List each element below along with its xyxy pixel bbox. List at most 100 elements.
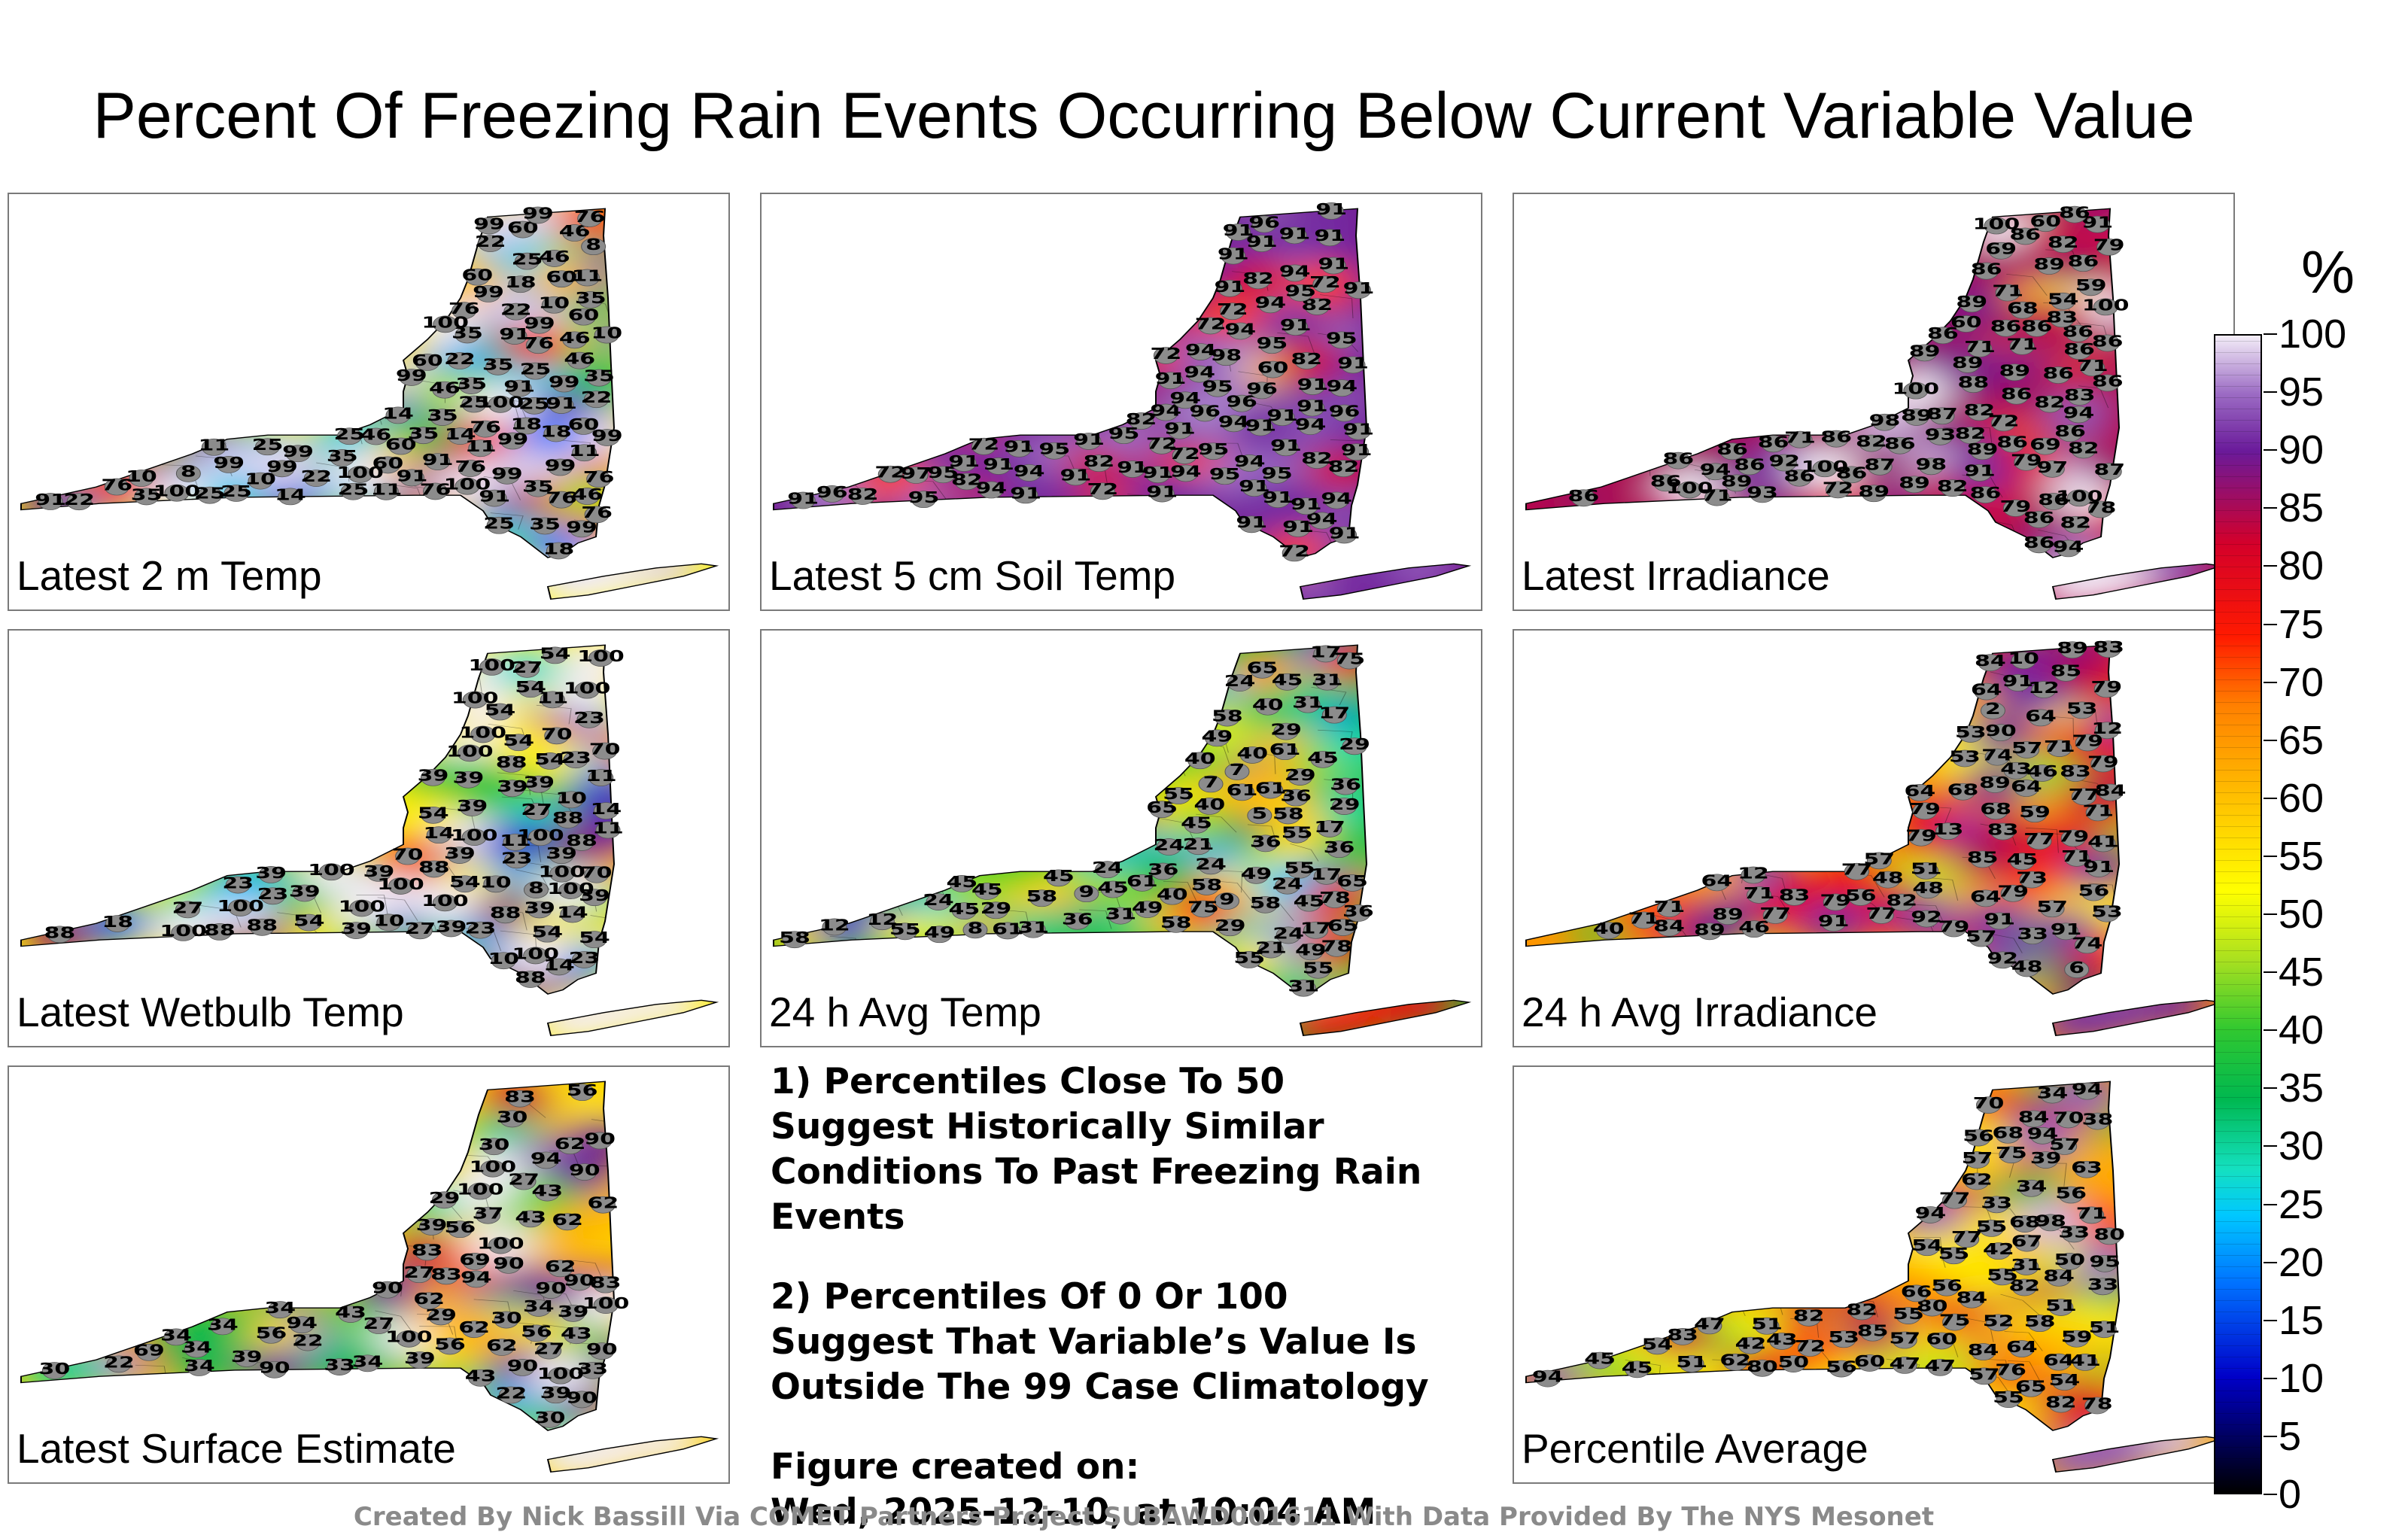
station-value: 96 [1329,403,1361,421]
panel-latest-2m-temp: 35 46 35 35 10 14 10 10 25 35 60 60 18 8 11 10 22 22 11 25 2… [8,193,730,611]
station-marker: 84 [2095,782,2127,801]
station-value: 86 [1996,433,2028,451]
station-marker: 40 [1236,744,1268,764]
station-marker: 82 [1084,453,1115,473]
station-value: 88 [204,921,236,939]
station-value: 99 [545,457,576,475]
station-marker: 94 [1915,1204,1946,1223]
station-marker: 91 [1315,200,1347,220]
station-value: 88 [490,904,521,923]
long-island-outline [1299,563,1472,600]
station-value: 48 [1872,869,1904,887]
station-value: 80 [1747,1357,1778,1375]
station-marker: 12 [867,911,898,931]
station-value: 45 [1097,879,1129,897]
panel-label: Latest Wetbulb Temp [17,989,404,1035]
station-value: 77 [1759,904,1791,923]
station-value: 61 [992,920,1023,938]
station-marker: 61 [1227,782,1257,801]
station-marker: 35 [529,515,561,535]
station-marker: 42 [1983,1241,2014,1260]
station-value: 8 [968,919,984,938]
station-value: 94 [1532,1368,1564,1386]
station-value: 10 [591,324,622,342]
station-marker: 64 [1970,888,2002,907]
station-value: 100 [160,922,207,940]
station-value: 11 [465,438,497,456]
station-marker: 33 [576,1360,608,1379]
station-marker: 100 [538,863,585,883]
station-value: 94 [1234,452,1266,470]
station-marker: 71 [2006,336,2038,355]
station-marker: 45 [1622,1359,1653,1378]
station-marker: 61 [1269,741,1300,761]
station-marker: 39 [579,887,610,907]
station-value: 93 [1925,426,1956,444]
station-value: 91 [1223,221,1254,239]
station-marker: 54 [531,923,563,943]
station-marker: 2 [1980,700,2005,719]
station-marker: 95 [1038,440,1070,460]
station-value: 60 [568,306,600,324]
station-marker: 100 [444,476,491,495]
station-value: 39 [452,769,484,787]
station-value: 39 [540,1385,572,1403]
station-marker: 11 [371,481,402,500]
station-value: 29 [429,1190,461,1208]
station-value: 74 [1981,746,2013,764]
station-marker: 89 [1712,906,1744,926]
station-marker: 54 [579,929,610,949]
station-marker: 99 [473,283,504,302]
station-marker: 86 [2038,491,2069,510]
station-value: 79 [1820,892,1851,910]
station-value: 91 [1984,910,2015,929]
station-value: 62 [555,1135,586,1154]
station-value: 90 [566,1389,597,1407]
station-value: 91 [1236,514,1267,532]
station-value: 95 [1038,440,1070,458]
station-marker: 56 [255,1324,287,1344]
station-marker: 35 [408,425,439,445]
station-marker: 70 [581,864,613,883]
station-marker: 82 [2048,234,2079,254]
station-value: 91 [1337,354,1369,372]
station-value: 71 [1628,910,1660,928]
colorbar-tick [2264,681,2277,683]
station-marker: 91 [397,467,427,487]
station-value: 14 [275,486,306,504]
station-marker: 55 [1163,785,1194,804]
station-value: 12 [2091,720,2123,738]
station-value: 83 [2093,639,2124,657]
station-value: 48 [1912,880,1944,898]
station-value: 78 [1321,938,1352,956]
station-marker: 70 [541,725,573,745]
station-marker: 56 [434,1336,466,1355]
station-value: 86 [1734,456,1765,474]
station-marker: 9 [1215,890,1240,910]
station-marker: 69 [2029,436,2061,455]
station-value: 25 [334,426,366,444]
station-marker: 100 [577,648,625,667]
station-marker: 8 [175,463,201,482]
station-value: 82 [1084,453,1115,471]
station-value: 27 [363,1315,394,1333]
station-value: 69 [459,1251,491,1269]
station-marker: 88 [552,809,583,828]
station-marker: 91 [1297,376,1328,395]
station-marker: 87 [1926,406,1958,425]
station-marker: 96 [1189,403,1221,422]
station-marker: 92 [1768,452,1800,472]
station-marker: 12 [1738,865,1769,884]
station-value: 94 [1224,321,1256,339]
station-marker: 96 [1329,403,1361,422]
station-marker: 95 [1285,282,1316,302]
station-marker: 55 [1303,959,1334,979]
station-marker: 79 [1820,892,1851,911]
station-marker: 35 [131,486,162,506]
station-marker: 72 [1823,479,1853,499]
station-value: 45 [1622,1359,1653,1377]
station-value: 29 [1329,796,1361,814]
station-marker: 53 [1828,1329,1859,1348]
station-value: 64 [2043,1351,2075,1369]
